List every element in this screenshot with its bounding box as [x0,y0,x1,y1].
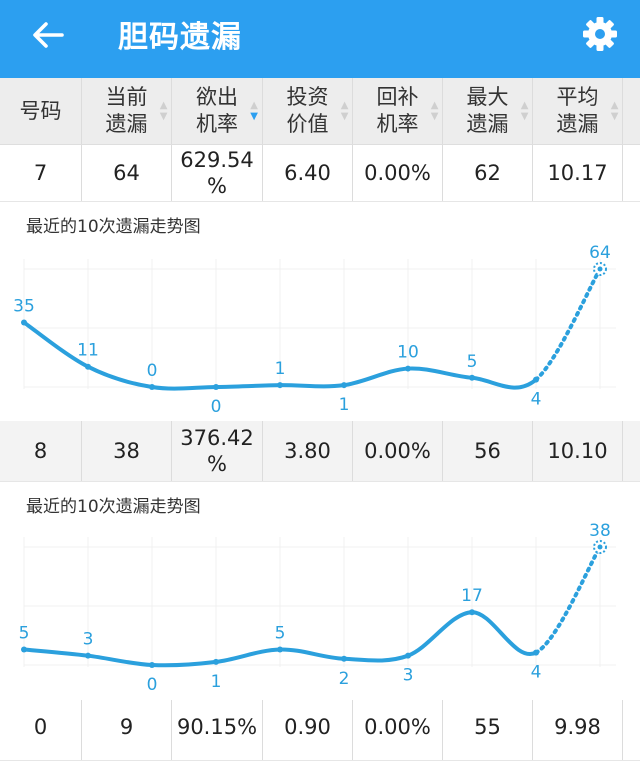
data-point [213,384,219,390]
sort-icon: ▲ ▼ [159,100,168,122]
data-point [405,365,411,372]
data-point [533,649,539,656]
cell-avg-miss: 10.10 [533,421,623,481]
data-label: 3 [83,630,94,650]
data-point [149,662,155,668]
app-bar: 胆码遗漏 [0,0,640,78]
table-row[interactable]: 0 9 90.15% 0.90 0.00% 55 9.98 [0,700,640,761]
data-point [341,382,347,389]
chart-title: 最近的10次遗漏走势图 [26,217,201,237]
data-label: 4 [531,663,542,683]
sort-icon: ▲ ▼ [340,100,349,122]
data-point [277,382,283,389]
data-label: 5 [467,352,478,372]
series-line [22,610,538,668]
arrow-left-icon[interactable] [28,15,68,55]
data-label: 0 [147,675,158,695]
line-chart: 5 3 0 1 5 2 3 17 4 38 [19,521,616,695]
cell-number: 0 [0,700,82,760]
trend-chart-1: 最近的10次遗漏走势图 35 11 0 0 1 1 10 5 4 64 [0,202,640,420]
col-number[interactable]: 号码 [0,78,82,144]
cell-probability: 629.54% [172,145,263,201]
data-label: 1 [211,672,222,692]
cell-investment: 6.40 [263,145,353,201]
data-point [469,374,475,381]
sort-icon: ▲ ▼ [430,100,439,122]
data-label: 5 [275,623,286,643]
data-label: 17 [461,586,483,606]
col-investment[interactable]: 投资 价值 ▲ ▼ [263,78,353,144]
data-point [149,384,155,390]
series-line-projected [534,545,602,655]
cell-rebound: 0.00% [353,421,443,481]
data-label: 3 [403,666,414,686]
data-label: 5 [19,623,30,643]
sort-desc-icon: ▲ ▼ [250,100,258,122]
cell-number: 7 [0,145,82,201]
data-label: 1 [339,395,350,415]
cell-current-miss: 9 [82,700,172,760]
data-point [85,652,91,659]
col-current-miss[interactable]: 当前 遗漏 ▲ ▼ [82,78,172,144]
data-label: 0 [211,397,222,417]
col-max-miss[interactable]: 最大 遗漏 ▲ ▼ [443,78,533,144]
data-label: 35 [13,296,35,316]
data-point [21,319,27,326]
cell-avg-miss: 9.98 [533,700,623,760]
data-label: 10 [397,343,419,363]
cell-probability: 376.42% [172,421,263,481]
col-avg-miss[interactable]: 平均 遗漏 ▲ ▼ [533,78,623,144]
sort-icon: ▲ ▼ [520,100,529,122]
cell-max-miss: 55 [443,700,533,760]
data-point [213,658,219,665]
cell-rebound: 0.00% [353,700,443,760]
data-point [469,609,475,616]
cell-probability: 90.15% [172,700,263,760]
table-row[interactable]: 7 64 629.54% 6.40 0.00% 62 10.17 [0,145,640,202]
cell-max-miss: 62 [443,145,533,201]
series-line-projected [534,267,602,382]
cell-max-miss: 56 [443,421,533,481]
cell-investment: 3.80 [263,421,353,481]
cell-number: 8 [0,421,82,481]
cell-avg-miss: 10.17 [533,145,623,201]
table-row[interactable]: 8 38 376.42% 3.80 0.00% 56 10.10 [0,421,640,482]
data-point [277,646,283,653]
data-point-center [597,266,603,272]
data-point [533,376,539,383]
data-point [85,363,91,370]
data-label: 64 [589,243,611,263]
cell-rebound: 0.00% [353,145,443,201]
page-title: 胆码遗漏 [118,20,242,55]
data-point [405,652,411,659]
data-label: 11 [77,341,99,361]
data-label: 38 [589,521,611,541]
cell-current-miss: 64 [82,145,172,201]
data-label: 1 [275,359,286,379]
gear-icon[interactable] [580,14,620,54]
chart-title: 最近的10次遗漏走势图 [26,497,201,517]
cell-investment: 0.90 [263,700,353,760]
data-label: 4 [531,390,542,410]
sort-icon: ▲ ▼ [610,100,619,122]
col-rebound[interactable]: 回补 机率 ▲ ▼ [353,78,443,144]
data-point [341,655,347,662]
data-point-center [597,544,603,550]
trend-chart-2: 最近的10次遗漏走势图 5 3 0 1 5 2 3 17 4 38 [0,482,640,699]
cell-current-miss: 38 [82,421,172,481]
data-label: 2 [339,669,350,689]
data-point [21,646,27,653]
data-label: 0 [147,361,158,381]
col-probability[interactable]: 欲出 机率 ▲ ▼ [172,78,263,144]
table-header: 号码 当前 遗漏 ▲ ▼ 欲出 机率 ▲ ▼ 投资 价值 ▲ ▼ 回补 机率 ▲ ▼ 最大 遗漏 … [0,78,640,145]
